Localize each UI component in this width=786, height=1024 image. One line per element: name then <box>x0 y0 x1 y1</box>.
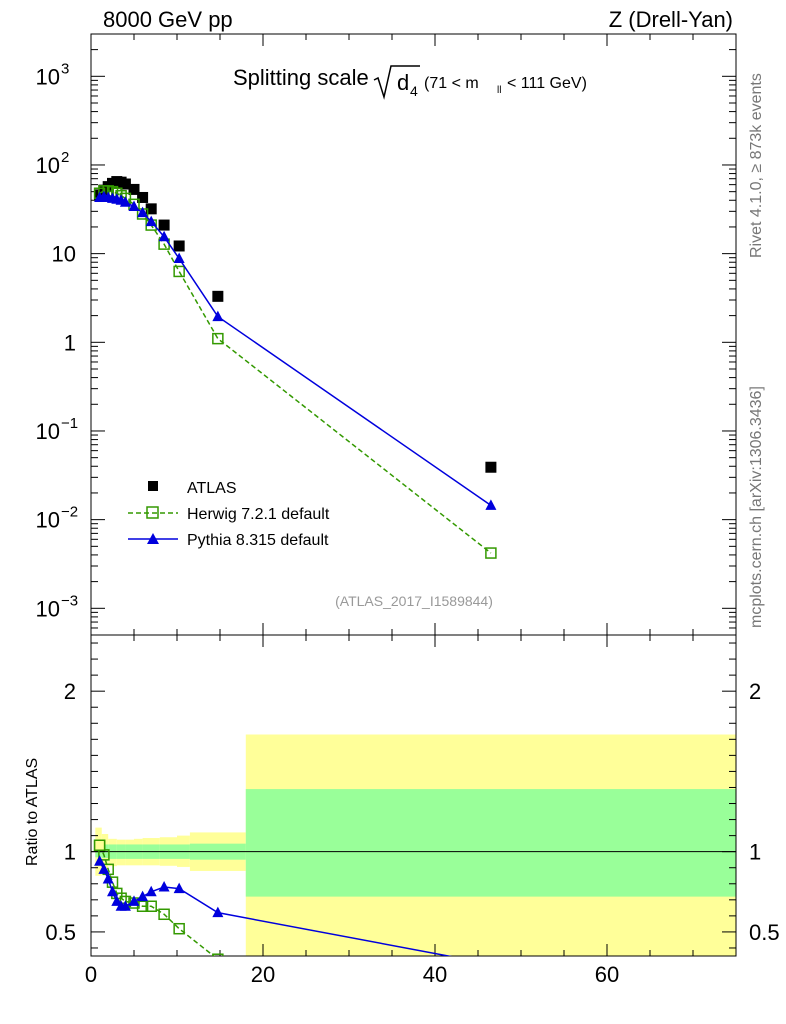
pythia-ratio-point <box>119 900 131 911</box>
y-tick-exponent: −3 <box>61 592 78 609</box>
pythia-ratio-point <box>137 890 149 902</box>
pythia-point <box>173 252 185 264</box>
pythia-ratio-point <box>98 863 110 874</box>
y-tick-label: 10 <box>36 419 60 444</box>
pythia-point <box>485 499 497 510</box>
ratio-y-tick-label: 2 <box>64 679 76 704</box>
series-line-2 <box>99 195 492 506</box>
y-tick-label: 10 <box>36 153 60 178</box>
y-tick-exponent: 2 <box>61 149 69 166</box>
pythia-ratio-point <box>212 906 224 918</box>
legend-pythia-marker <box>147 533 159 544</box>
y-tick-label: 10 <box>36 508 60 533</box>
legend-atlas-marker <box>148 481 158 491</box>
pythia-ratio-point <box>158 880 170 892</box>
inner-band-segment <box>245 789 736 897</box>
pythia-ratio-point <box>145 885 157 897</box>
herwig-ratio-point <box>136 900 149 912</box>
y-tick-label: 1 <box>64 330 76 355</box>
title-range-sub: ll <box>497 85 501 96</box>
mcplots-label: mcplots.cern.ch [arXiv:1306.3436] <box>748 386 765 628</box>
header-right: Z (Drell-Yan) <box>609 7 733 32</box>
pythia-ratio-point <box>173 882 185 894</box>
series-line-1 <box>99 190 492 554</box>
x-tick-label: 40 <box>423 962 447 987</box>
ratio-bands <box>95 734 736 956</box>
ratio-y-tick-label: 0.5 <box>45 920 76 945</box>
legend: ATLAS Herwig 7.2.1 default Pythia 8.315 … <box>128 480 330 549</box>
legend-pythia-label: Pythia 8.315 default <box>187 532 329 549</box>
pythia-point <box>212 310 224 322</box>
y-tick-exponent: −1 <box>61 415 78 432</box>
title-symbol-d: d <box>397 70 409 95</box>
pythia-point <box>145 215 157 227</box>
legend-herwig-marker <box>146 506 159 519</box>
ratio-y-tick-label-right: 1 <box>749 840 761 865</box>
herwig-point <box>173 265 185 278</box>
pythia-ratio-point <box>94 855 106 866</box>
ratio-plot <box>93 839 496 969</box>
pythia-point <box>128 200 140 212</box>
pythia-point <box>158 230 170 242</box>
atlas-point <box>137 191 149 203</box>
atlas-point <box>145 203 157 215</box>
pythia-ratio-point <box>128 895 140 906</box>
herwig-point <box>485 547 497 559</box>
pythia-point <box>119 196 131 207</box>
pythia-ratio-point <box>102 872 114 884</box>
rivet-label: Rivet 4.1.0, ≥ 873k events <box>748 73 765 258</box>
title-range-tail: < 111 GeV) <box>507 75 587 92</box>
y-tick-label: 10 <box>36 64 60 89</box>
legend-atlas-label: ATLAS <box>187 480 237 497</box>
x-tick-label: 60 <box>595 962 619 987</box>
ratio-y-tick-label: 1 <box>64 840 76 865</box>
y-tick-label: 10 <box>52 242 76 267</box>
atlas-point <box>158 219 170 231</box>
title-text: Splitting scale <box>233 65 369 90</box>
atlas-point <box>485 461 497 473</box>
atlas-point <box>128 183 140 195</box>
title-symbol-sub: 4 <box>410 83 418 99</box>
ratio-y-tick-label-right: 2 <box>749 679 761 704</box>
ratio-frame <box>90 634 737 957</box>
analysis-id: (ATLAS_2017_I1589844) <box>335 593 493 609</box>
herwig-ratio-point <box>212 953 224 956</box>
herwig-ratio-first <box>93 839 106 852</box>
legend-herwig-label: Herwig 7.2.1 default <box>187 506 330 523</box>
herwig-ratio-point <box>173 922 185 935</box>
sqrt-sign-icon <box>373 65 420 100</box>
atlas-point <box>119 178 131 190</box>
pythia-point <box>137 206 149 218</box>
chart-title: Splitting scale d 4 (71 < m ll < 111 GeV… <box>233 65 587 100</box>
header-left: 8000 GeV pp <box>103 7 233 32</box>
ratio-ylabel: Ratio to ATLAS <box>24 758 41 866</box>
herwig-ratio-point <box>145 900 157 912</box>
pythia-ratio-point <box>485 958 496 969</box>
x-tick-label: 20 <box>251 962 275 987</box>
title-range: (71 < m <box>424 75 479 92</box>
y-tick-label: 10 <box>36 596 60 621</box>
y-tick-exponent: 3 <box>61 60 69 77</box>
atlas-point <box>173 240 185 252</box>
x-tick-label: 0 <box>85 962 97 987</box>
herwig-point <box>212 332 224 345</box>
y-tick-exponent: −2 <box>61 504 78 521</box>
main-plot <box>93 176 497 559</box>
pythia-ratio-point <box>107 885 118 897</box>
herwig-ratio-point <box>158 908 170 921</box>
ratio-y-tick-label-right: 0.5 <box>749 920 780 945</box>
atlas-point <box>212 290 224 302</box>
